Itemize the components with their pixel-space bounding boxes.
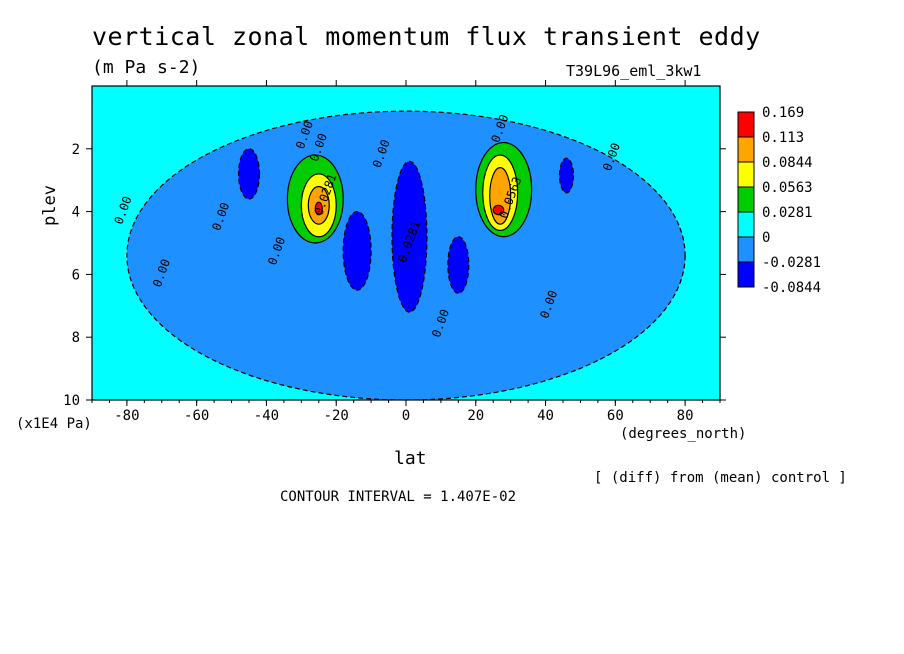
x-tick-label-1: -60 [184, 408, 209, 424]
x-axis-units: (degrees_north) [620, 426, 747, 442]
contour-interval-text: CONTOUR INTERVAL = 1.407E-02 [280, 489, 517, 505]
colorbar-label-5: 0 [762, 230, 770, 246]
y-axis-units: (x1E4 Pa) [16, 416, 92, 432]
colorbar-label-1: 0.113 [762, 130, 804, 146]
contour-region-13 [492, 204, 505, 216]
x-tick-label-2: -40 [254, 408, 279, 424]
colorbar-label-3: 0.0563 [762, 180, 813, 196]
contour-regions [126, 110, 686, 400]
x-tick-label-0: -80 [114, 408, 139, 424]
colorbar-label-6: -0.0281 [762, 255, 821, 271]
y-tick-label-4: 10 [63, 393, 80, 409]
y-tick-label-0: 2 [72, 142, 80, 158]
x-axis-label: lat [394, 448, 427, 469]
colorbar-label-4: 0.0281 [762, 205, 813, 221]
x-tick-label-8: 80 [677, 408, 694, 424]
contour-region-3 [391, 160, 428, 313]
colorbar-swatch-5 [737, 236, 755, 263]
colorbar: 0.169 0.113 0.0844 0.0563 0.0281 0 -0.0281 -0.0… [737, 105, 821, 296]
x-tick-label-6: 40 [537, 408, 554, 424]
x-tick-label-5: 20 [467, 408, 484, 424]
y-tick-label-2: 6 [72, 267, 80, 283]
y-tick-label-1: 4 [72, 205, 80, 221]
colorbar-swatch-6 [737, 261, 755, 288]
contour-region-9 [314, 201, 323, 216]
run-id-label: T39L96_eml_3kw1 [566, 62, 702, 80]
contour-region-4 [447, 236, 470, 294]
colorbar-swatch-4 [737, 211, 755, 238]
colorbar-swatch-3 [737, 186, 755, 213]
contour-region-2 [342, 211, 372, 291]
colorbar-swatch-0 [737, 111, 755, 138]
x-tick-label-3: -20 [324, 408, 349, 424]
colorbar-label-0: 0.169 [762, 105, 804, 121]
x-tick-label-4: 0 [402, 408, 410, 424]
y-tick-label-3: 8 [72, 330, 80, 346]
axes: -80 -60 -40 -20 0 20 40 60 80 2 4 6 8 10 [63, 80, 726, 424]
difference-note: [ (diff) from (mean) control ] [594, 470, 847, 486]
contour-region-5 [558, 157, 575, 194]
colorbar-label-2: 0.0844 [762, 155, 813, 171]
x-tick-label-7: 60 [607, 408, 624, 424]
chart-title: vertical zonal momentum flux transient e… [92, 22, 761, 51]
chart-units: (m Pa s-2) [92, 57, 201, 78]
colorbar-swatch-2 [737, 161, 755, 188]
contour-region-1 [237, 148, 261, 200]
colorbar-swatch-1 [737, 136, 755, 163]
colorbar-label-7: -0.0844 [762, 280, 821, 296]
